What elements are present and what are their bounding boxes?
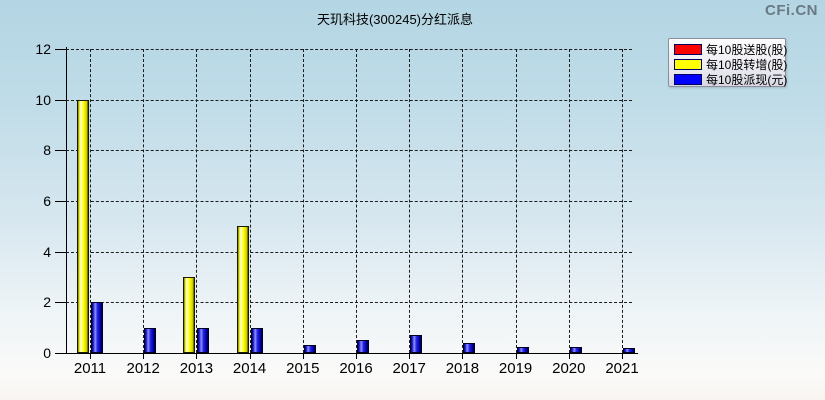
bar-cash-dividend — [463, 342, 476, 353]
bar-transfer-shares — [77, 99, 89, 353]
horizontal-gridline — [66, 302, 632, 304]
vertical-gridline — [409, 49, 411, 353]
y-axis-tick — [55, 353, 66, 354]
vertical-gridline — [249, 49, 251, 353]
horizontal-gridline — [66, 251, 632, 253]
site-watermark: CFi.CN — [765, 2, 818, 19]
bar-cash-dividend — [250, 327, 263, 353]
bar-transfer-shares — [236, 226, 249, 353]
y-axis-label: 0 — [43, 345, 51, 361]
x-axis-tick — [143, 353, 145, 359]
chart-title: 天玑科技(300245)分红派息 — [316, 12, 474, 27]
vertical-gridline — [568, 49, 570, 353]
chart-legend: 每10股送股(股) 每10股转增(股) 每10股派现(元) — [668, 38, 788, 87]
vertical-gridline — [515, 49, 517, 353]
bar-cash-dividend — [623, 347, 635, 353]
y-axis-tick — [55, 201, 66, 202]
x-axis-tick — [196, 353, 198, 359]
legend-label: 每10股派现(元) — [706, 72, 788, 87]
vertical-gridline — [462, 49, 464, 353]
x-axis-label: 2013 — [179, 360, 214, 377]
x-axis-tick — [356, 353, 357, 359]
y-axis-tick — [55, 99, 66, 101]
y-axis-label: 8 — [43, 142, 51, 159]
legend-color-swatch — [674, 59, 702, 70]
y-axis-line — [66, 47, 67, 354]
vertical-gridline — [196, 49, 198, 353]
x-axis-label: 2020 — [552, 360, 586, 377]
y-axis-tick — [55, 302, 66, 304]
x-axis-tick — [568, 353, 570, 359]
x-axis-label: 2014 — [232, 360, 267, 377]
x-axis-label: 2018 — [445, 360, 480, 377]
x-axis-label: 2015 — [286, 360, 320, 377]
x-axis-tick — [622, 353, 623, 359]
legend-color-swatch — [674, 44, 702, 55]
bar-cash-dividend — [144, 327, 157, 353]
bar-cash-dividend — [516, 346, 529, 353]
bar-cash-dividend — [569, 346, 582, 353]
y-axis-tick — [55, 49, 66, 50]
legend-item: 每10股送股(股) — [674, 42, 788, 57]
x-axis-tick — [302, 353, 304, 359]
x-axis-line — [66, 353, 638, 354]
bar-cash-dividend — [357, 340, 369, 353]
x-axis-tick — [515, 353, 517, 359]
x-axis-label: 2011 — [73, 360, 107, 377]
legend-label: 每10股转增(股) — [706, 57, 788, 72]
bar-cash-dividend — [410, 335, 423, 353]
y-axis-label: 4 — [43, 243, 51, 260]
bar-cash-dividend — [197, 327, 210, 353]
bar-cash-dividend — [303, 345, 316, 353]
bar-transfer-shares — [183, 277, 196, 353]
y-axis-label: 2 — [43, 294, 51, 311]
x-axis-label: 2017 — [392, 360, 426, 377]
horizontal-gridline — [66, 49, 632, 50]
x-axis-label: 2012 — [126, 360, 160, 377]
x-axis-tick — [90, 353, 91, 359]
legend-item: 每10股派现(元) — [674, 72, 788, 87]
horizontal-gridline — [66, 201, 632, 202]
x-axis-label: 2021 — [605, 360, 639, 377]
x-axis-tick — [249, 353, 251, 359]
legend-label: 每10股送股(股) — [706, 42, 788, 57]
bar-cash-dividend — [91, 302, 103, 353]
vertical-gridline — [143, 49, 145, 353]
legend-color-swatch — [674, 74, 702, 85]
y-axis-tick — [55, 251, 66, 253]
horizontal-gridline — [66, 150, 632, 152]
vertical-gridline — [356, 49, 357, 353]
legend-item: 每10股转增(股) — [674, 57, 788, 72]
x-axis-label: 2019 — [498, 360, 533, 377]
y-axis-label: 12 — [35, 41, 51, 57]
vertical-gridline — [90, 49, 91, 353]
x-axis-tick — [409, 353, 411, 359]
y-axis-label: 10 — [35, 91, 51, 108]
horizontal-gridline — [66, 99, 632, 101]
vertical-gridline — [302, 49, 304, 353]
x-axis-tick — [462, 353, 464, 359]
vertical-gridline — [622, 49, 623, 353]
x-axis-label: 2016 — [339, 360, 373, 377]
y-axis-label: 6 — [43, 193, 51, 209]
y-axis-tick — [55, 150, 66, 152]
